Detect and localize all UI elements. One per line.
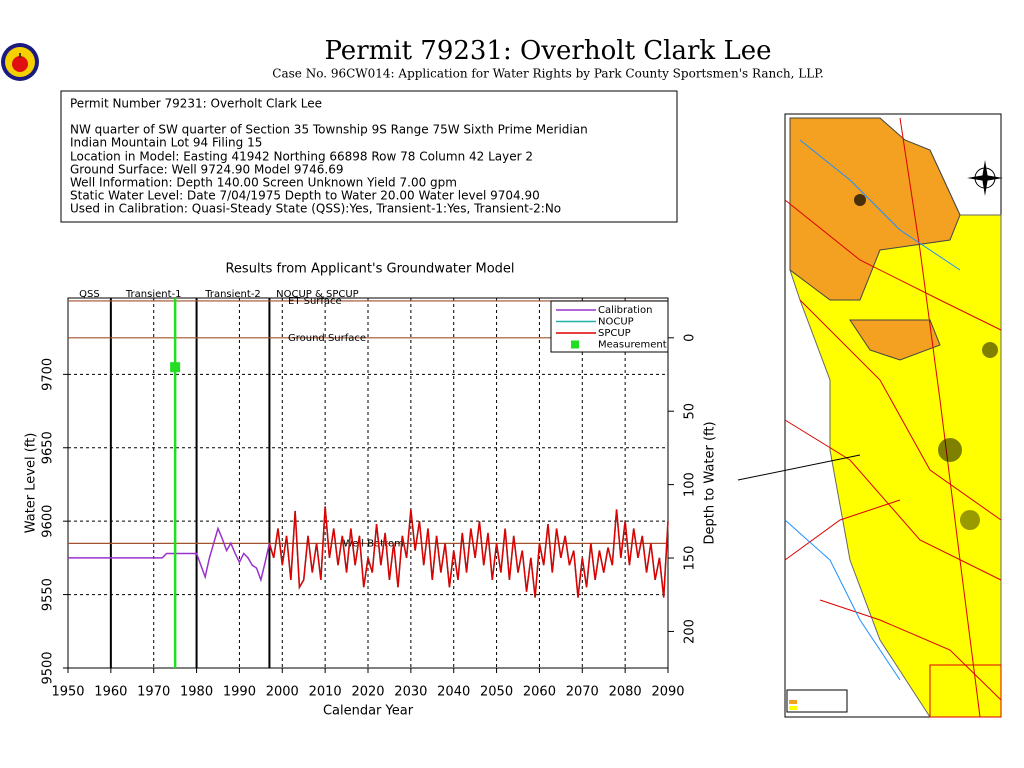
page-subtitle: Case No. 96CW014: Application for Water … (272, 67, 823, 81)
info-line: Ground Surface: Well 9724.90 Model 9746.… (70, 163, 343, 177)
y2-tick-label: 200 (683, 619, 698, 644)
y-tick-label: 9650 (41, 431, 56, 464)
x-tick-label: 1980 (180, 685, 213, 700)
x-tick-label: 2000 (266, 685, 299, 700)
legend-label: NOCUP (598, 317, 634, 328)
x-tick-label: 1970 (137, 685, 170, 700)
y2-tick-label: 0 (683, 334, 698, 342)
y-tick-label: 9700 (41, 358, 56, 391)
y2-tick-label: 150 (683, 546, 698, 571)
x-tick-label: 2010 (309, 685, 342, 700)
map (784, 113, 1003, 718)
reference-label: Ground Surface (288, 333, 366, 344)
x-axis-label: Calendar Year (323, 704, 414, 719)
x-tick-label: 2090 (651, 685, 684, 700)
legend-swatch (571, 340, 579, 349)
y-tick-label: 9500 (41, 651, 56, 684)
x-tick-label: 2070 (566, 685, 599, 700)
x-tick-label: 2040 (437, 685, 470, 700)
period-label: NOCUP & SPCUP (276, 289, 359, 300)
x-tick-label: 1960 (94, 685, 127, 700)
info-line: Static Water Level: Date 7/04/1975 Depth… (70, 189, 540, 203)
info-line: Permit Number 79231: Overholt Clark Lee (70, 97, 322, 111)
y-tick-label: 9600 (41, 505, 56, 538)
info-lines: Permit Number 79231: Overholt Clark Lee N… (70, 97, 588, 216)
x-tick-label: 2080 (609, 685, 642, 700)
period-label: QSS (79, 289, 100, 300)
legend-label: Calibration (598, 305, 652, 316)
info-box (60, 90, 678, 223)
x-tick-label: 2020 (351, 685, 384, 700)
chart-title: Results from Applicant's Groundwater Mod… (225, 262, 514, 277)
reference-label: ET Surface (288, 296, 342, 307)
chart: Results from Applicant's Groundwater Mod… (24, 262, 718, 719)
period-label: Transient-2 (204, 289, 261, 300)
legend-label: SPCUP (598, 328, 631, 339)
reference-label: Well Bottom (343, 538, 404, 549)
page-title: Permit 79231: Overholt Clark Lee (324, 36, 771, 66)
x-tick-label: 2050 (480, 685, 513, 700)
series-line (68, 526, 271, 583)
measurement-marker (170, 362, 181, 373)
y2-tick-label: 100 (683, 472, 698, 497)
map-pointer (737, 454, 861, 481)
y2-tick-label: 50 (683, 403, 698, 420)
y-axis-label: Water Level (ft) (24, 433, 39, 534)
series-line (268, 506, 669, 598)
y2-axis-label: Depth to Water (ft) (703, 421, 718, 544)
x-tick-label: 1990 (223, 685, 256, 700)
info-line: Used in Calibration: Quasi-Steady State … (70, 202, 561, 216)
y-tick-label: 9550 (41, 578, 56, 611)
info-line: NW quarter of SW quarter of Section 35 T… (70, 123, 588, 137)
info-line: Well Information: Depth 140.00 Screen Un… (70, 176, 457, 190)
info-line: Indian Mountain Lot 94 Filing 15 (70, 136, 262, 150)
logo (1, 43, 39, 81)
period-label: Transient-1 (125, 289, 182, 300)
legend-label: Measurement (598, 340, 667, 351)
x-tick-label: 2030 (394, 685, 427, 700)
info-line: Location in Model: Easting 41942 Northin… (70, 150, 533, 164)
x-tick-label: 2060 (523, 685, 556, 700)
x-tick-label: 1950 (51, 685, 84, 700)
